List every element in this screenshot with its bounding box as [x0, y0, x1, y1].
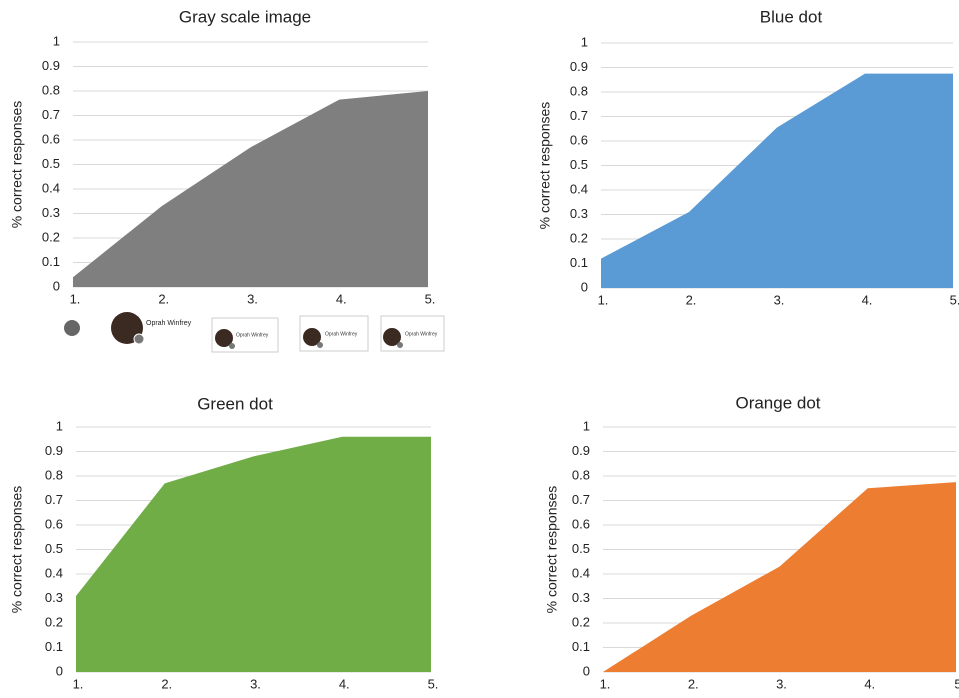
y-tick-label: 0.3 [45, 590, 63, 605]
y-axis-label: % correct responses [544, 486, 560, 614]
x-tick-label: 5 [954, 676, 959, 691]
y-tick-label: 0.6 [42, 131, 60, 146]
y-tick-label: 0.6 [570, 132, 588, 147]
y-tick-label: 0.2 [42, 229, 60, 244]
y-tick-label: 0.4 [572, 565, 590, 580]
y-tick-label: 0.8 [570, 83, 588, 98]
y-tick-label: 0.4 [45, 565, 63, 580]
y-tick-label: 0.2 [570, 230, 588, 245]
x-tick-label: 3. [250, 676, 261, 691]
chart: Gray scale image % correct responses 0 0.1 0… [9, 7, 436, 306]
y-tick-label: 0.8 [572, 467, 590, 482]
x-tick-label: 1. [598, 292, 609, 307]
y-tick-label: 0.7 [42, 107, 60, 122]
dot-icon [229, 343, 235, 349]
chart: Green dot % correct responses 0 0.1 0.2 0.3 0.… [9, 394, 439, 691]
y-tick-label: 0.3 [572, 590, 590, 605]
y-tick-label: 1 [53, 33, 60, 48]
area [601, 74, 953, 288]
y-tick-label: 0.4 [42, 180, 60, 195]
chart: Orange dot % correct responses 0 0.1 0.2 0.3 0… [544, 393, 959, 691]
y-tick-label: 0 [53, 278, 60, 293]
x-tick-label: 2. [158, 291, 169, 306]
y-tick-label: 0.1 [570, 255, 588, 270]
y-tick-label: 0.3 [42, 205, 60, 220]
x-tick-label: 1. [70, 291, 81, 306]
x-tick-label: 4. [339, 676, 350, 691]
avatar-name: Oprah Winfrey [325, 331, 358, 337]
dot-icon [397, 342, 403, 348]
y-tick-label: 0.8 [42, 82, 60, 97]
y-tick-label: 0.5 [42, 156, 60, 171]
y-tick-label: 0 [581, 279, 588, 294]
x-tick-label: 4. [862, 292, 873, 307]
chart-title: Blue dot [760, 7, 823, 26]
y-axis-label: % correct responses [9, 486, 25, 614]
y-tick-label: 0.3 [570, 206, 588, 221]
y-tick-label: 0 [56, 663, 63, 678]
y-tick-label: 0.7 [570, 108, 588, 123]
thumbnails: Oprah Winfrey Oprah Winfrey Oprah Winfre… [64, 312, 444, 352]
avatar-name: Oprah Winfrey [146, 320, 192, 327]
y-axis-label: % correct responses [537, 102, 553, 230]
dot-icon [317, 342, 323, 348]
figure: Oprah Winfrey Oprah Winfrey Oprah Winfre… [0, 0, 959, 698]
x-tick-label: 2. [686, 292, 697, 307]
y-tick-label: 0.4 [570, 181, 588, 196]
dot-icon [64, 320, 80, 336]
chart: Blue dot % correct responses 0 0.1 0.2 0.3 0.4… [537, 7, 959, 307]
x-tick-label: 1. [73, 676, 84, 691]
y-tick-label: 0.8 [45, 467, 63, 482]
area [76, 437, 431, 672]
y-tick-label: 0.9 [570, 59, 588, 74]
x-tick-label: 1. [600, 676, 611, 691]
chart-title: Gray scale image [179, 7, 311, 26]
y-tick-label: 0 [583, 663, 590, 678]
chart-title: Green dot [197, 394, 273, 413]
y-tick-label: 0.5 [570, 157, 588, 172]
x-tick-label: 4. [864, 676, 875, 691]
y-tick-label: 0.5 [45, 541, 63, 556]
y-axis-label: % correct responses [9, 101, 25, 229]
x-tick-label: 5. [425, 291, 436, 306]
area [603, 482, 956, 672]
y-tick-label: 0.1 [42, 254, 60, 269]
y-tick-label: 0.5 [572, 541, 590, 556]
x-tick-label: 5. [950, 292, 959, 307]
y-tick-label: 1 [583, 418, 590, 433]
x-tick-label: 2. [688, 676, 699, 691]
chart-title: Orange dot [735, 393, 820, 412]
x-tick-label: 3. [776, 676, 787, 691]
x-tick-label: 3. [774, 292, 785, 307]
y-tick-label: 0.9 [572, 443, 590, 458]
x-tick-label: 5. [428, 676, 439, 691]
y-tick-label: 0.2 [572, 614, 590, 629]
y-tick-label: 0.9 [45, 443, 63, 458]
y-tick-label: 0.6 [572, 516, 590, 531]
dot-icon [134, 334, 144, 344]
y-tick-label: 0.6 [45, 516, 63, 531]
y-tick-label: 0.1 [572, 639, 590, 654]
y-tick-label: 0.7 [572, 492, 590, 507]
y-tick-label: 0.2 [45, 614, 63, 629]
y-tick-label: 0.9 [42, 58, 60, 73]
x-tick-label: 4. [336, 291, 347, 306]
y-tick-label: 0.1 [45, 639, 63, 654]
avatar-name: Oprah Winfrey [236, 332, 269, 338]
x-tick-label: 2. [161, 676, 172, 691]
y-tick-label: 1 [581, 34, 588, 49]
y-tick-label: 1 [56, 418, 63, 433]
x-tick-label: 3. [247, 291, 258, 306]
avatar-name: Oprah Winfrey [405, 331, 438, 337]
y-tick-label: 0.7 [45, 492, 63, 507]
